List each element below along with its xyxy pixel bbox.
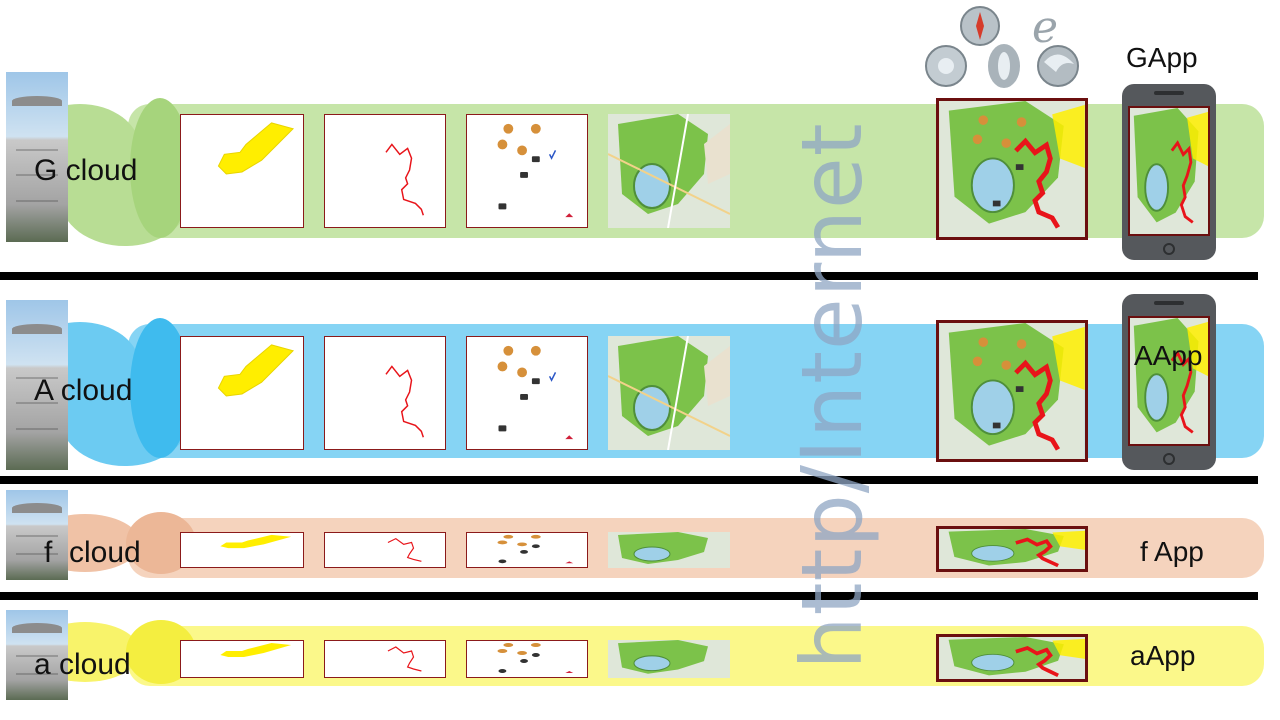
route-layer-icon [324,640,446,678]
smartphone-icon [1122,84,1216,260]
g-cloud-label: G cloud [34,154,138,187]
f-cloud-label: f cloud [44,536,141,569]
basemap-tile-icon [608,532,730,568]
smartphone-icon [1122,294,1216,470]
basemap-tile-icon [608,336,730,450]
poi-layer-icon [466,114,588,228]
polygon-layer-icon [180,114,304,228]
data-center-icon [6,490,68,580]
polygon-layer-icon [180,532,304,568]
polygon-layer-icon [180,336,304,450]
data-center-icon [6,610,68,700]
data-center-icon [6,300,68,470]
a-small-cloud-label: a cloud [34,648,131,681]
composite-map-icon [936,98,1088,240]
phone-map-screen [1128,316,1210,446]
row-separator [0,272,1258,280]
f-app-label: f App [1140,536,1204,567]
g-app-label: GApp [1126,42,1198,73]
data-center-icon [6,72,68,242]
basemap-tile-icon [608,114,730,228]
browser-logos-icon: e [922,2,1090,92]
phone-map-screen [1128,106,1210,236]
composite-map-icon [936,320,1088,462]
http-internet-label: http/Internet [783,122,881,670]
poi-layer-icon [466,532,588,568]
row-separator [0,592,1258,600]
row-separator [0,476,1258,484]
route-layer-icon [324,336,446,450]
a-cloud-label: A cloud [34,374,133,407]
composite-map-icon [936,526,1088,572]
a-app-label: AApp [1134,340,1203,371]
composite-map-icon [936,634,1088,682]
route-layer-icon [324,532,446,568]
route-layer-icon [324,114,446,228]
poi-layer-icon [466,336,588,450]
svg-text:e: e [1032,4,1058,53]
polygon-layer-icon [180,640,304,678]
basemap-tile-icon [608,640,730,678]
poi-layer-icon [466,640,588,678]
a-small-app-label: aApp [1130,640,1196,671]
